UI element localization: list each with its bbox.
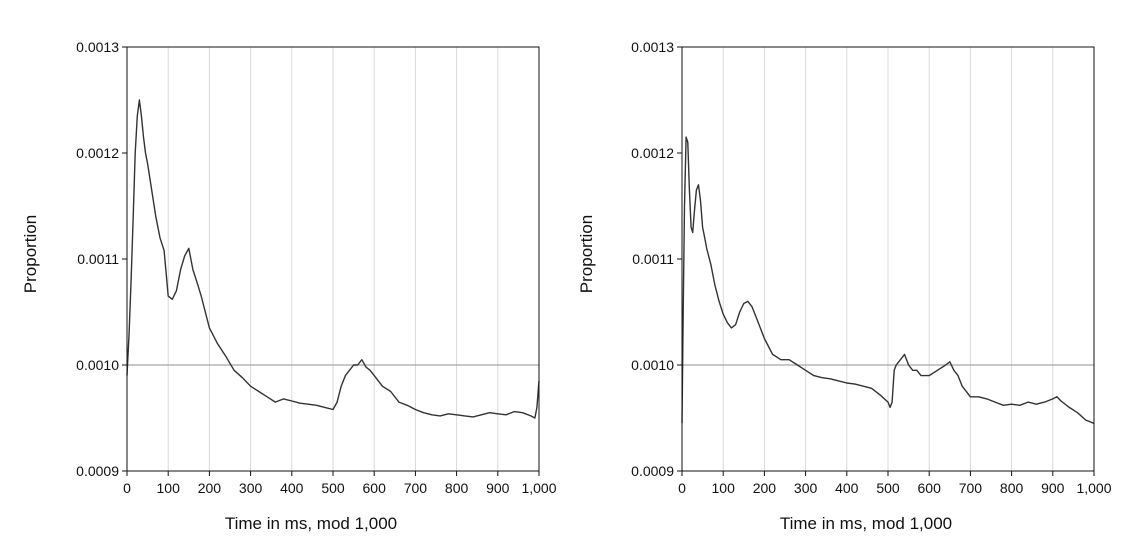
x-tick-label: 600 [918,480,942,496]
y-axis-label: Proportion [577,215,596,293]
x-tick-label: 700 [404,480,428,496]
x-tick-label: 100 [712,480,736,496]
chart-2: 0 100 200 300 400 500 600 700 800 900 1,000 0.0009 0… [577,39,1112,533]
x-axis-label: Time in ms, mod 1,000 [225,514,397,533]
x-tick-label: 300 [239,480,263,496]
x-tick-label: 500 [321,480,345,496]
x-tick-label: 800 [445,480,469,496]
x-tick-label: 0 [123,480,131,496]
x-axis-label: Time in ms, mod 1,000 [780,514,952,533]
y-tick-label: 0.0012 [76,145,119,161]
x-tick-label: 400 [835,480,859,496]
y-axis-label: Proportion [21,215,40,293]
x-tick-label: 300 [794,480,818,496]
x-tick-label: 200 [198,480,222,496]
x-tick-label: 100 [157,480,181,496]
y-tick-label: 0.0010 [76,357,119,373]
x-tick-label: 200 [753,480,777,496]
x-tick-label: 900 [1041,480,1065,496]
y-tick-label: 0.0013 [76,39,119,55]
series-line [681,136,1095,424]
x-tick-label: 900 [486,480,510,496]
y-tick-label: 0.0011 [632,251,674,267]
x-tick-label: 400 [280,480,304,496]
x-tick-label: 600 [363,480,387,496]
y-tick-label: 0.0012 [631,145,674,161]
series-line [126,99,540,419]
y-tick-label: 0.0010 [631,357,674,373]
x-tick-label: 500 [876,480,900,496]
x-tick-label: 1,000 [521,480,556,496]
x-tick-label: 1,000 [1076,480,1111,496]
y-tick-label: 0.0009 [631,463,674,479]
y-tick-label: 0.0011 [77,251,119,267]
y-tick-label: 0.0013 [631,39,674,55]
x-tick-label: 800 [1000,480,1024,496]
y-tick-label: 0.0009 [76,463,119,479]
x-tick-label: 700 [959,480,983,496]
x-tick-label: 0 [678,480,686,496]
chart-1: 0 100 200 300 400 500 600 700 800 900 1,000 0.0009 0… [21,39,557,533]
